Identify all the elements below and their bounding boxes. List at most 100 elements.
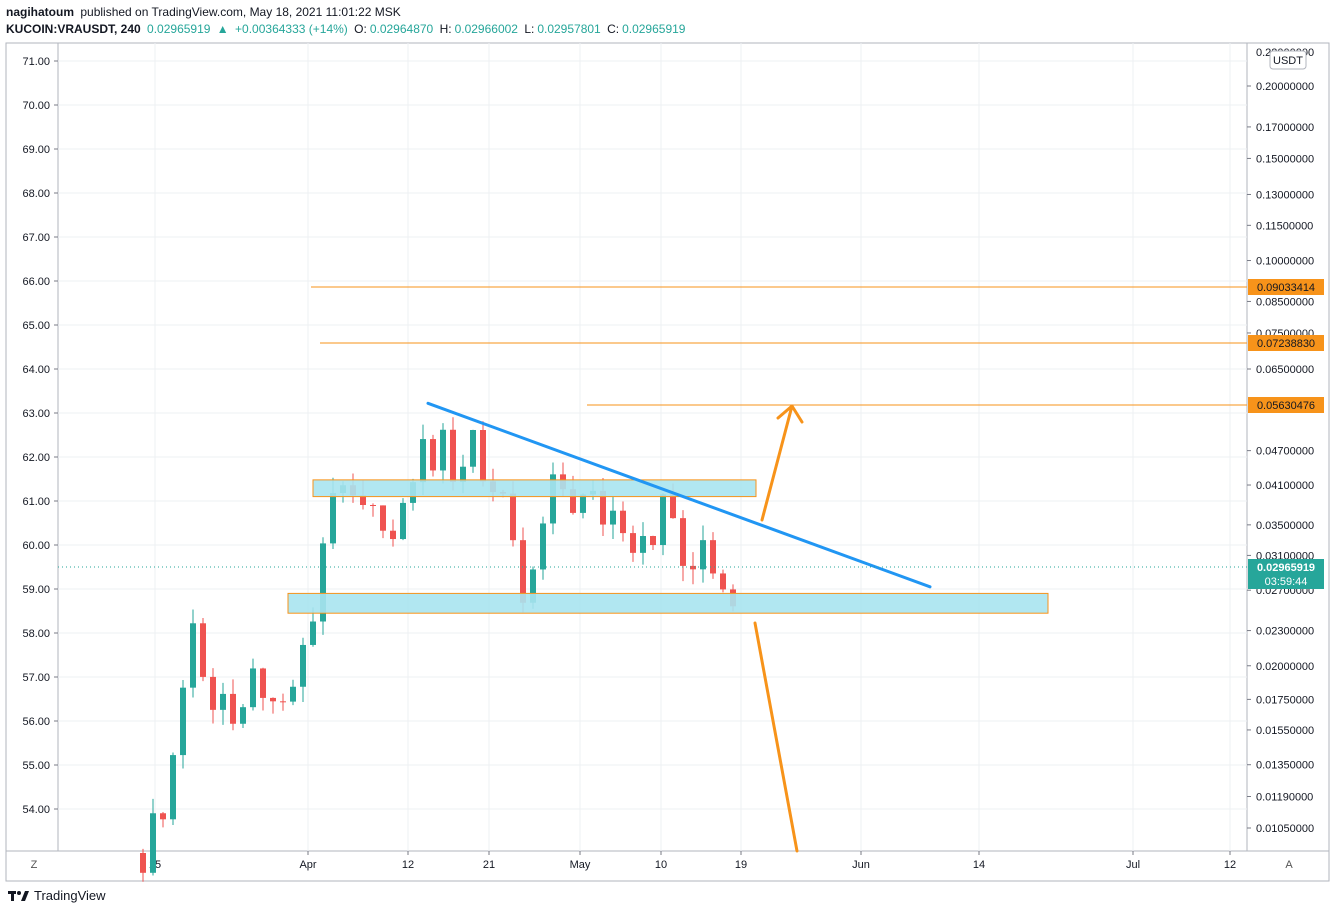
candle-body xyxy=(370,504,376,506)
close-value: 0.02965919 xyxy=(622,22,686,36)
right-y-tick-label: 0.01050000 xyxy=(1256,823,1314,835)
zoom-reset-icon[interactable]: Z xyxy=(30,859,38,871)
last-price-label: 0.02965919 xyxy=(1257,562,1315,574)
ohlc-legend: KUCOIN:VRAUSDT, 240 0.02965919 ▲ +0.0036… xyxy=(6,22,688,36)
candle-body xyxy=(230,693,236,724)
right-y-tick-label: 0.06500000 xyxy=(1256,364,1314,376)
right-y-tick-label: 0.04700000 xyxy=(1256,446,1314,458)
candle-body xyxy=(540,523,546,570)
candle-body xyxy=(650,536,656,546)
auto-scale-icon[interactable]: A xyxy=(1285,859,1293,871)
right-y-tick-label: 0.17000000 xyxy=(1256,122,1314,134)
y-tick-label: 60.00 xyxy=(22,540,50,552)
candle-countdown-label: 03:59:44 xyxy=(1265,576,1308,588)
author-name[interactable]: nagihatoum xyxy=(6,5,74,19)
right-y-tick-label: 0.03500000 xyxy=(1256,520,1314,532)
x-tick-label: 10 xyxy=(655,859,667,871)
tradingview-logo-icon xyxy=(8,890,29,901)
currency-label: USDT xyxy=(1273,55,1303,67)
candle-body xyxy=(660,494,666,546)
resistance-level-label: 0.07238830 xyxy=(1257,338,1315,350)
right-y-tick-label: 0.20000000 xyxy=(1256,81,1314,93)
y-tick-label: 54.00 xyxy=(22,804,50,816)
low-value: 0.02957801 xyxy=(537,22,601,36)
up-arrow-head xyxy=(776,404,804,424)
candle-body xyxy=(160,813,166,820)
right-y-tick-label: 0.01750000 xyxy=(1256,694,1314,706)
candle-body xyxy=(630,533,636,553)
candle-body xyxy=(270,697,276,702)
right-y-tick-label: 0.01190000 xyxy=(1256,791,1313,803)
candle-body xyxy=(300,644,306,687)
candle-body xyxy=(610,510,616,525)
candle-body xyxy=(520,540,526,603)
candle-body xyxy=(620,510,626,534)
candle-body xyxy=(640,536,646,553)
right-y-tick-label: 0.01350000 xyxy=(1256,760,1314,772)
y-tick-label: 66.00 xyxy=(22,276,50,288)
up-arrow-icon: ▲ xyxy=(216,22,229,36)
candle-body xyxy=(180,687,186,756)
resistance-level-label: 0.09033414 xyxy=(1257,282,1315,294)
candle-body xyxy=(440,429,446,471)
resistance-level-label: 0.05630476 xyxy=(1257,400,1315,412)
candle-body xyxy=(510,493,516,541)
candle-body xyxy=(580,494,586,513)
y-tick-label: 55.00 xyxy=(22,760,50,772)
symbol-label[interactable]: KUCOIN:VRAUSDT, 240 xyxy=(6,22,141,36)
plot-area xyxy=(57,42,1248,852)
support-zone xyxy=(287,592,1049,614)
candle-body xyxy=(210,676,216,710)
publish-info: published on TradingView.com, May 18, 20… xyxy=(80,5,401,19)
candle-body xyxy=(720,573,726,590)
candle-body xyxy=(360,495,366,505)
candle-body xyxy=(280,701,286,703)
y-tick-label: 57.00 xyxy=(22,672,50,684)
open-label: O: xyxy=(354,22,367,36)
candle-body xyxy=(600,490,606,525)
candle-body xyxy=(530,569,536,603)
right-y-tick-label: 0.02000000 xyxy=(1256,661,1314,673)
candle-body xyxy=(200,623,206,677)
candle-body xyxy=(420,439,426,483)
candle-body xyxy=(470,430,476,467)
x-tick-label: 19 xyxy=(735,859,747,871)
resistance-level-badge xyxy=(1248,279,1324,295)
candle-body xyxy=(550,474,556,524)
candle-body xyxy=(170,755,176,820)
candle-body xyxy=(460,466,466,482)
candle-body xyxy=(710,540,716,574)
tradingview-footer[interactable]: TradingView xyxy=(8,888,106,903)
y-tick-label: 62.00 xyxy=(22,452,50,464)
y-tick-label: 65.00 xyxy=(22,320,50,332)
candle-body xyxy=(150,813,156,873)
right-y-tick-label: 0.15000000 xyxy=(1256,153,1314,165)
candle-body xyxy=(690,565,696,570)
last-price-badge xyxy=(1248,559,1324,589)
right-y-tick-label: 0.10000000 xyxy=(1256,256,1314,268)
x-tick-label: 12 xyxy=(1224,859,1236,871)
price-change: +0.00364333 (+14%) xyxy=(235,22,348,36)
y-tick-label: 71.00 xyxy=(22,56,50,68)
candle-body xyxy=(380,505,386,531)
candle-body xyxy=(240,707,246,724)
resistance-level-badge xyxy=(1248,335,1324,351)
y-tick-label: 58.00 xyxy=(22,628,50,640)
chart-publisher-line: nagihatoum published on TradingView.com,… xyxy=(6,5,404,19)
close-label: C: xyxy=(607,22,620,36)
y-tick-label: 69.00 xyxy=(22,144,50,156)
high-value: 0.02966002 xyxy=(454,22,518,36)
descending-trendline xyxy=(426,401,932,589)
candle-body xyxy=(190,623,196,688)
right-y-tick-label: 0.08500000 xyxy=(1256,296,1314,308)
y-tick-label: 63.00 xyxy=(22,408,50,420)
x-tick-label: 12 xyxy=(402,859,414,871)
candle-body xyxy=(480,430,486,482)
y-tick-label: 59.00 xyxy=(22,584,50,596)
last-price: 0.02965919 xyxy=(147,22,211,36)
x-tick-label: Jun xyxy=(852,859,870,871)
candle-body xyxy=(260,668,266,698)
x-tick-label: May xyxy=(570,859,591,871)
candle-body xyxy=(290,686,296,702)
